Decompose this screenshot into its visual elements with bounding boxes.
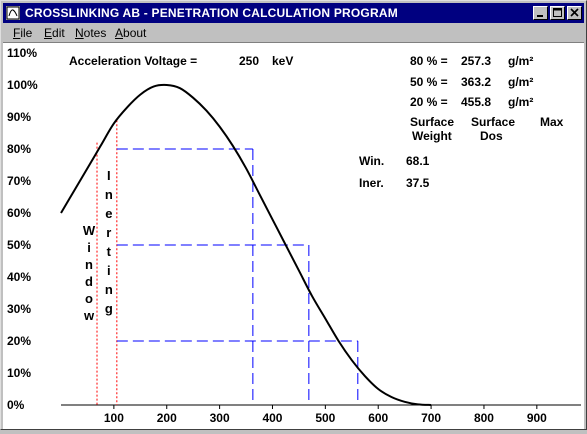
window-letter: W: [83, 223, 96, 238]
x-tick-label: 200: [157, 411, 177, 425]
menu-about[interactable]: About: [115, 26, 147, 40]
iner-label: Iner.: [359, 176, 384, 190]
x-tick-label: 700: [421, 411, 441, 425]
level-80-unit: g/m²: [508, 54, 533, 68]
win-label: Win.: [359, 154, 384, 168]
y-tick-label: 50%: [7, 238, 31, 252]
window-letter: d: [85, 274, 93, 289]
maximize-icon: [553, 8, 562, 17]
x-tick-label: 500: [315, 411, 335, 425]
header-dos: Dos: [480, 129, 503, 143]
voltage-value: 250: [239, 54, 259, 68]
level-80-value: 257.3: [461, 54, 491, 68]
zone-markers: [96, 120, 118, 405]
x-tick-label: 800: [474, 411, 494, 425]
inerting-letter: r: [106, 225, 111, 240]
window-letter: w: [83, 308, 95, 323]
y-tick-label: 70%: [7, 174, 31, 188]
x-tick-label: 900: [527, 411, 547, 425]
inerting-letter: t: [107, 244, 112, 259]
x-tick-label: 400: [262, 411, 282, 425]
level-20-value: 455.8: [461, 95, 491, 109]
dose-curve: [60, 83, 432, 406]
y-tick-label: 20%: [7, 334, 31, 348]
header-weight: Weight: [412, 129, 452, 143]
inerting-letter: I: [107, 168, 111, 183]
menu-bar: File Edit Notes About: [3, 24, 584, 42]
y-tick-label: 60%: [7, 206, 31, 220]
level-guides: [116, 148, 359, 405]
inerting-letter: g: [105, 301, 113, 316]
iner-value: 37.5: [406, 176, 430, 190]
level-80-label: 80 % =: [410, 54, 448, 68]
win-value: 68.1: [406, 154, 430, 168]
window-letter: i: [87, 240, 91, 255]
maximize-button[interactable]: [550, 6, 565, 20]
voltage-label: Acceleration Voltage =: [69, 54, 197, 68]
header-max: Max: [540, 115, 564, 129]
y-tick-label: 10%: [7, 366, 31, 380]
y-tick-label: 0%: [7, 398, 25, 412]
voltage-unit: keV: [272, 54, 293, 68]
y-axis: 0% 10% 20% 30% 40% 50% 60% 70% 80% 90% 100% 110%: [7, 46, 38, 412]
penetration-chart: 0% 10% 20% 30% 40% 50% 60% 70% 80% 90% 100% 110% 10…: [7, 46, 581, 425]
y-tick-label: 40%: [7, 270, 31, 284]
close-icon: [570, 8, 579, 17]
x-tick-label: 600: [368, 411, 388, 425]
level-50-value: 363.2: [461, 75, 491, 89]
window-letter: o: [85, 291, 93, 306]
x-axis: 100 200 300 400 500 600 700 800 900: [104, 405, 547, 425]
y-tick-label: 110%: [7, 46, 37, 60]
inerting-letter: n: [105, 187, 113, 202]
title-bar[interactable]: CROSSLINKING AB - PENETRATION CALCULATIO…: [3, 3, 584, 23]
minimize-icon: [537, 15, 543, 17]
window-title: CROSSLINKING AB - PENETRATION CALCULATIO…: [25, 6, 398, 20]
inerting-letter: n: [105, 282, 113, 297]
menu-edit[interactable]: Edit: [44, 26, 65, 40]
x-tick-label: 100: [104, 411, 124, 425]
window-letter: n: [85, 257, 93, 272]
level-20-label: 20 % =: [410, 95, 448, 109]
level-50-unit: g/m²: [508, 75, 533, 89]
menu-notes[interactable]: Notes: [75, 26, 107, 40]
inerting-letter: i: [107, 263, 111, 278]
x-tick-label: 300: [210, 411, 230, 425]
inerting-letter: e: [105, 206, 112, 221]
y-tick-label: 90%: [7, 110, 31, 124]
header-surface-1: Surface: [410, 115, 454, 129]
close-button[interactable]: [567, 6, 582, 20]
level-50-label: 50 % =: [410, 75, 448, 89]
y-tick-label: 30%: [7, 302, 31, 316]
app-icon[interactable]: [6, 6, 20, 20]
chart-area: 0% 10% 20% 30% 40% 50% 60% 70% 80% 90% 100% 110% 10…: [3, 42, 584, 429]
minimize-button[interactable]: [533, 6, 548, 20]
level-20-unit: g/m²: [508, 95, 533, 109]
y-tick-label: 80%: [7, 142, 31, 156]
y-tick-label: 100%: [7, 78, 38, 92]
menu-file[interactable]: File: [13, 26, 33, 40]
header-surface-2: Surface: [471, 115, 515, 129]
